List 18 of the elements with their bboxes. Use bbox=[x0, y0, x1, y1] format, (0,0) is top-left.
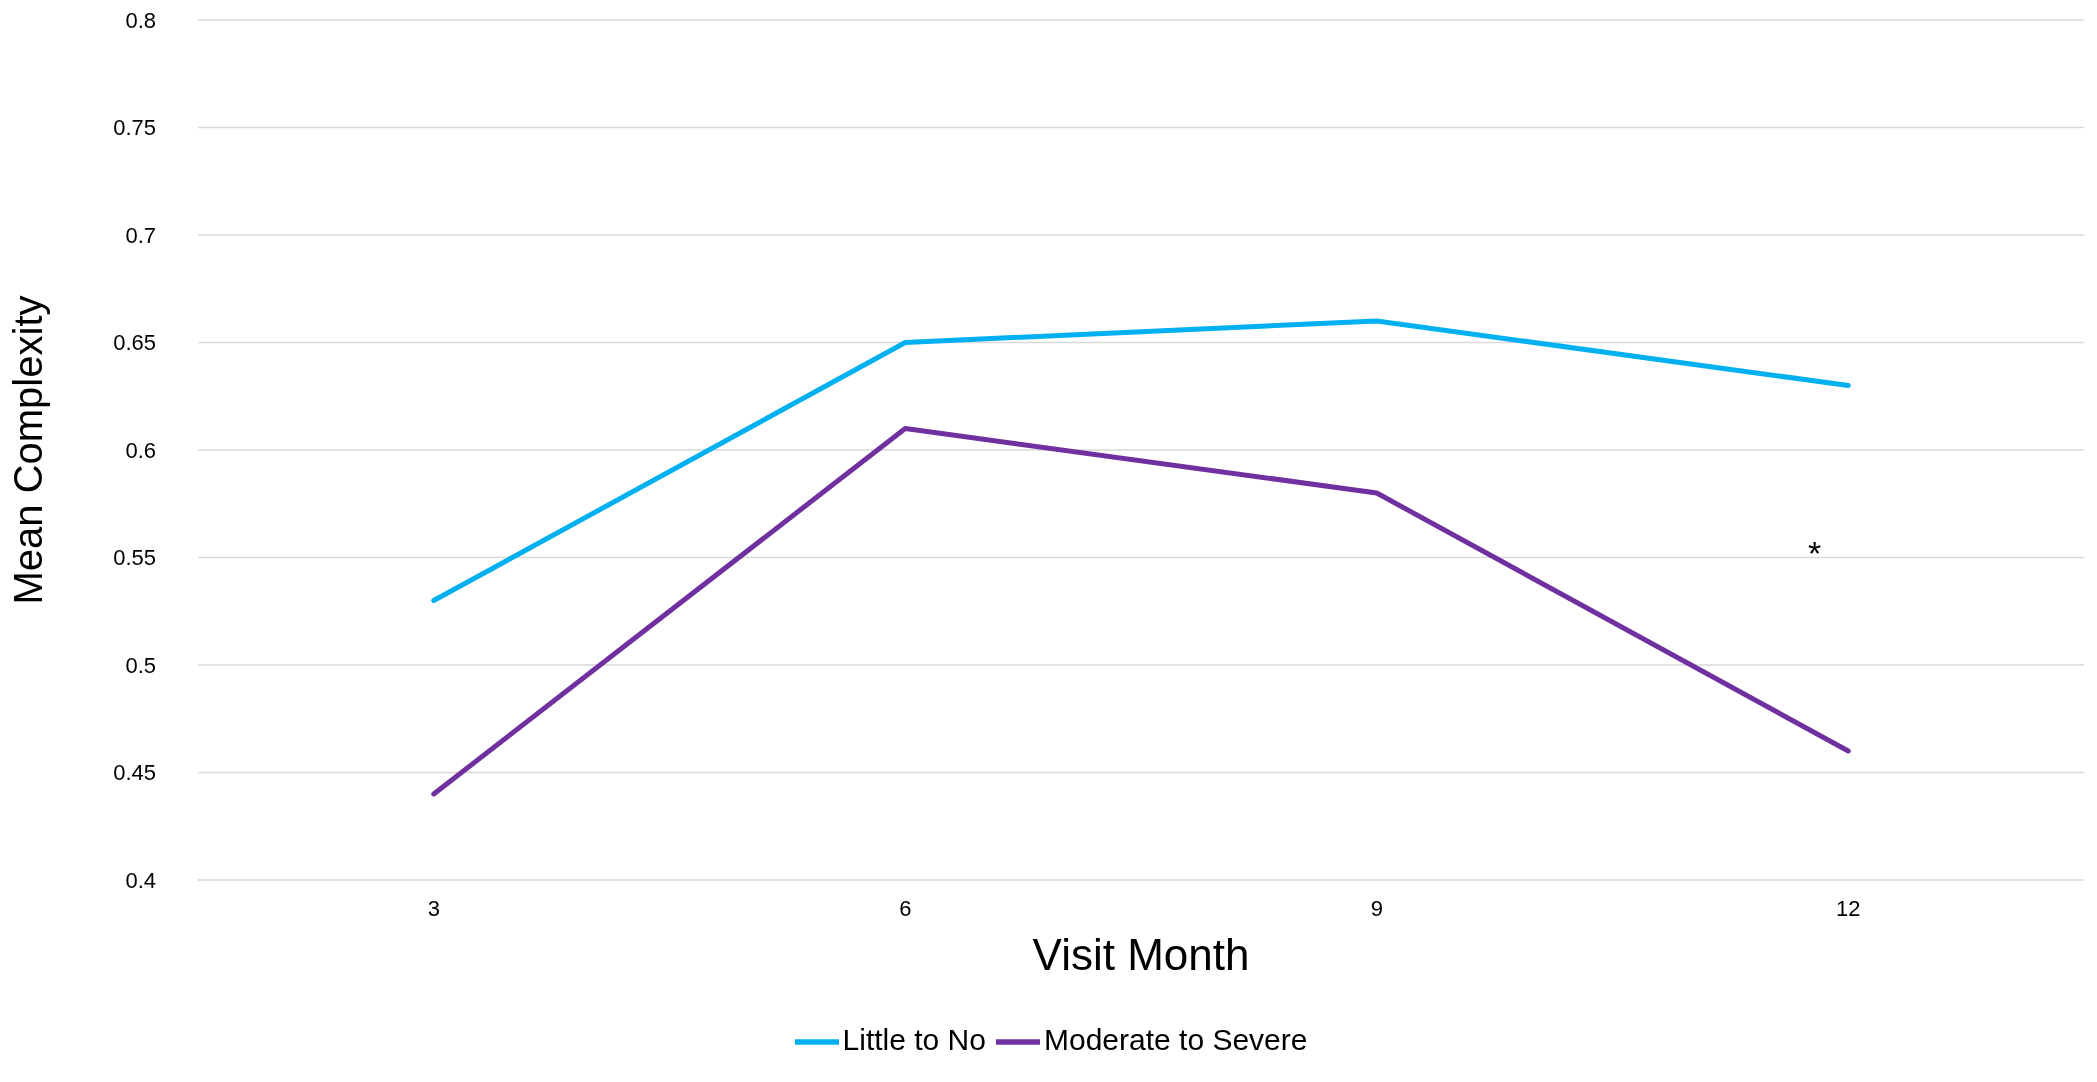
y-tick-label: 0.7 bbox=[125, 222, 156, 248]
y-tick-label: 0.75 bbox=[113, 115, 156, 141]
y-tick-label: 0.45 bbox=[113, 760, 156, 786]
y-tick-label: 0.6 bbox=[125, 437, 156, 463]
legend-label: Little to No bbox=[842, 1022, 986, 1056]
x-tick-label: 9 bbox=[1370, 895, 1383, 921]
x-tick-label: 6 bbox=[899, 895, 912, 921]
y-tick-label: 0.5 bbox=[125, 652, 156, 678]
y-tick-label: 0.4 bbox=[125, 867, 156, 893]
y-axis-title: Mean Complexity bbox=[6, 295, 51, 605]
y-tick-label: 0.55 bbox=[113, 545, 156, 571]
x-tick-label: 12 bbox=[1836, 895, 1861, 921]
legend-label: Moderate to Severe bbox=[1043, 1022, 1308, 1056]
y-tick-label: 0.8 bbox=[125, 7, 156, 33]
annotation: * bbox=[1808, 534, 1822, 572]
x-tick-label: 3 bbox=[427, 895, 440, 921]
y-tick-label: 0.65 bbox=[113, 330, 156, 356]
x-axis-title: Visit Month bbox=[1032, 930, 1250, 979]
